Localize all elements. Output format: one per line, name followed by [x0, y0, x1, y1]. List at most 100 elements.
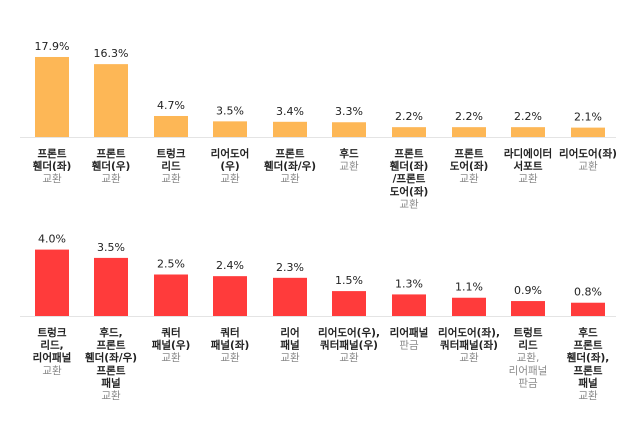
bar: [213, 121, 247, 137]
bar: [511, 127, 545, 137]
category-sublabel: 교환: [280, 173, 300, 185]
category-label: 프론트: [38, 148, 67, 160]
category-label: /프론트: [393, 173, 426, 185]
data-label: 3.5%: [216, 104, 244, 117]
category-label: 쿼터패널(우): [320, 339, 378, 352]
category-sublabel: 교환: [459, 352, 479, 364]
category-label: 리어도어(좌): [559, 147, 617, 160]
data-label: 16.3%: [94, 47, 129, 60]
category-label: 리드,: [40, 339, 63, 352]
category-sublabel: 교환: [42, 365, 62, 377]
data-label: 3.5%: [97, 241, 125, 254]
category-label: 리어도어(우),: [318, 326, 380, 339]
data-label: 0.8%: [574, 286, 602, 299]
bar: [392, 127, 426, 137]
category-label: 패널: [280, 339, 299, 352]
category-label: 트렁트: [514, 327, 543, 339]
category-label: 쿼터: [161, 326, 180, 339]
chart-1: 17.9%프론트휀더(좌)교환16.3%프론트휀더(우)교환4.7%트렁크리드교…: [20, 40, 617, 210]
category-sublabel: 교환: [578, 161, 598, 173]
bar: [571, 302, 605, 316]
category-label: 리어패널: [33, 351, 72, 364]
category-label: 휀더(우): [92, 160, 131, 173]
category-sublabel: 판금: [518, 377, 538, 389]
category-label: 프론트: [395, 148, 424, 160]
bar: [94, 64, 128, 137]
category-sublabel: 교환: [161, 352, 181, 364]
category-sublabel: 교환: [518, 173, 538, 185]
category-sublabel: 교환: [42, 173, 62, 185]
bar: [511, 301, 545, 316]
data-label: 2.4%: [216, 259, 244, 272]
category-label: 패널: [578, 376, 597, 389]
category-label: 프론트: [276, 148, 305, 160]
category-label: 휀더(좌/우): [85, 351, 137, 364]
category-label: 후드: [339, 147, 359, 160]
bar: [392, 294, 426, 316]
data-label: 1.5%: [335, 274, 363, 287]
category-sublabel: 교환: [101, 390, 121, 402]
bar: [571, 127, 605, 137]
bar: [273, 277, 307, 316]
category-label: 휀더(좌),: [567, 351, 610, 364]
data-label: 3.3%: [335, 105, 363, 118]
data-label: 2.5%: [157, 258, 185, 271]
data-label: 2.2%: [514, 110, 542, 123]
bar: [35, 56, 69, 137]
bar: [35, 249, 69, 316]
category-label: 휀더(좌): [390, 160, 429, 173]
category-label: 프론트: [574, 365, 603, 377]
category-label: 휀더(좌): [33, 160, 72, 173]
category-label: 도어(좌): [390, 185, 429, 198]
category-sublabel: 판금: [399, 340, 419, 352]
bar: [332, 122, 366, 137]
category-label: 리어패널: [390, 326, 429, 339]
data-label: 2.2%: [455, 110, 483, 123]
chart-2: 4.0%트렁크리드,리어패널교환3.5%후드,프론트휀더(좌/우)프론트패널교환…: [20, 233, 616, 402]
bar: [452, 297, 486, 316]
category-label: 패널: [101, 376, 120, 389]
category-label: 프론트: [97, 365, 126, 377]
data-label: 1.1%: [455, 281, 483, 294]
category-sublabel: 교환: [280, 352, 300, 364]
bar: [452, 127, 486, 137]
category-label: 휀더(좌/우): [264, 160, 316, 173]
category-label: 패널(좌): [211, 339, 250, 352]
category-label: 쿼터패널(좌): [440, 339, 498, 352]
category-label: 패널(우): [152, 339, 191, 352]
category-label: 리어: [280, 326, 299, 339]
category-label: 프론트: [97, 148, 126, 160]
category-label: 서포트: [514, 160, 543, 173]
category-sublabel: 교환: [161, 173, 181, 185]
category-sublabel: 교환: [399, 198, 419, 210]
category-sublabel: 교환: [459, 173, 479, 185]
category-label: 라디에이터: [504, 147, 552, 160]
category-label: 리드: [161, 160, 181, 173]
data-label: 2.3%: [276, 261, 304, 274]
category-label: 쿼터: [220, 326, 239, 339]
category-label: 프론트: [455, 148, 484, 160]
category-label: 리드: [518, 339, 538, 352]
category-label: 후드,: [99, 326, 122, 339]
category-sublabel: 교환: [578, 390, 598, 402]
data-label: 2.1%: [574, 111, 602, 124]
bar: [154, 274, 188, 316]
data-label: 4.0%: [38, 233, 66, 246]
bar: [154, 115, 188, 137]
category-label: (우): [220, 161, 239, 173]
category-label: 프론트: [574, 340, 603, 352]
category-label: 리어도어: [211, 147, 250, 160]
category-sublabel: 교환,: [517, 352, 540, 364]
data-label: 4.7%: [157, 99, 185, 112]
category-sublabel: 교환: [101, 173, 121, 185]
category-sublabel: 교환: [339, 352, 359, 364]
category-label: 트렁크: [157, 148, 186, 160]
category-sublabel: 리어패널: [509, 365, 548, 377]
data-label: 3.4%: [276, 105, 304, 118]
category-label: 후드: [578, 326, 598, 339]
category-label: 리어도어(좌),: [438, 326, 500, 339]
category-label: 도어(좌): [450, 160, 489, 173]
category-sublabel: 교환: [220, 352, 240, 364]
